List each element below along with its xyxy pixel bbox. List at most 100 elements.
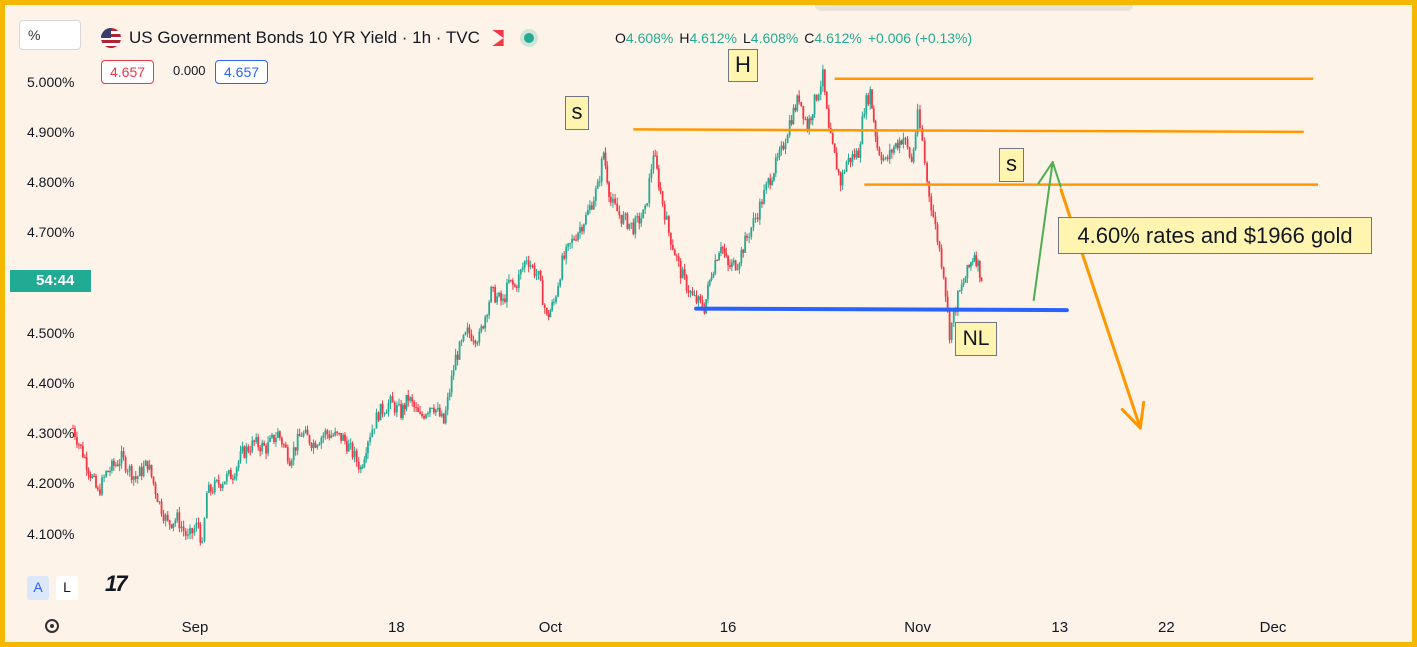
candle-body xyxy=(537,270,540,275)
candle-body xyxy=(162,514,165,521)
candle-body xyxy=(971,260,974,263)
candle-body xyxy=(720,247,722,254)
candle-body xyxy=(275,437,277,442)
candle-body xyxy=(79,444,82,446)
candle-body xyxy=(294,447,297,451)
candle-body xyxy=(492,286,495,288)
candle-body xyxy=(845,162,848,172)
candle-body xyxy=(454,354,457,371)
candle-body xyxy=(533,265,536,276)
candle-body xyxy=(721,247,724,249)
candle-body xyxy=(172,523,175,528)
candle-body xyxy=(488,302,491,316)
candle-body xyxy=(103,476,105,478)
candle-body xyxy=(438,407,441,417)
candle-body xyxy=(808,118,811,131)
bookmark-icon[interactable] xyxy=(492,30,504,46)
candle-body xyxy=(952,310,955,323)
candle-body xyxy=(203,518,206,542)
candle-body xyxy=(312,442,315,449)
y-tick-label: 5.000% xyxy=(27,73,75,90)
candle-body xyxy=(298,434,301,437)
tradingview-logo[interactable]: 17 xyxy=(105,571,128,596)
candle-body xyxy=(642,209,645,219)
candle-body xyxy=(794,107,797,111)
candle-body xyxy=(101,477,103,495)
candle-body xyxy=(876,136,879,149)
candle-body xyxy=(773,173,775,181)
candle-body xyxy=(612,198,614,203)
candle-body xyxy=(788,120,791,136)
symbol-search-input[interactable]: % xyxy=(19,20,81,50)
candle-body xyxy=(158,501,161,503)
log-scale-button[interactable]: L xyxy=(56,576,78,600)
candle-body xyxy=(273,434,275,442)
sell-price[interactable]: 4.657 xyxy=(101,60,155,84)
settings-icon[interactable] xyxy=(45,619,59,633)
ohlc-value: 4.608% xyxy=(625,30,674,46)
candle-body xyxy=(148,464,151,470)
candle-body xyxy=(379,403,382,421)
candle-body xyxy=(886,157,889,160)
candle-body xyxy=(434,409,437,413)
candle-body xyxy=(769,178,772,186)
head-label: H xyxy=(728,49,758,82)
candle-body xyxy=(357,462,360,470)
candle-body xyxy=(738,263,741,270)
candle-body xyxy=(425,414,427,419)
candle-body xyxy=(93,475,96,477)
candle-body xyxy=(600,158,603,182)
candle-body xyxy=(440,413,443,417)
candle-body xyxy=(217,480,220,485)
candle-body xyxy=(184,531,187,536)
candle-body xyxy=(622,214,625,224)
buy-price[interactable]: 4.657 xyxy=(215,60,269,84)
candle-body xyxy=(730,262,733,267)
candle-body xyxy=(811,114,814,121)
candle-body xyxy=(490,286,493,303)
candle-body xyxy=(85,457,88,470)
candle-body xyxy=(207,484,210,493)
candle-body xyxy=(942,267,945,278)
x-tick-label: 16 xyxy=(719,619,737,636)
candle-body xyxy=(616,203,619,212)
candle-body xyxy=(349,443,352,445)
candle-body xyxy=(205,492,208,519)
market-status-icon[interactable] xyxy=(523,33,534,43)
candle-body xyxy=(691,291,694,296)
x-tick-label: 22 xyxy=(1158,619,1175,636)
candle-body xyxy=(450,375,453,393)
candle-body xyxy=(112,460,115,466)
candle-body xyxy=(806,119,809,131)
candle-body xyxy=(573,238,575,240)
symbol-title[interactable]: US Government Bonds 10 YR Yield · 1h · T… xyxy=(101,27,534,49)
candle-body xyxy=(146,460,149,470)
candle-body xyxy=(802,105,805,119)
candle-body xyxy=(186,534,189,536)
candle-body xyxy=(910,156,913,162)
candle-body xyxy=(519,269,522,275)
candle-body xyxy=(193,528,196,534)
candle-body xyxy=(835,152,838,170)
candle-body xyxy=(825,92,828,109)
candle-body xyxy=(729,265,731,267)
candle-body xyxy=(504,298,506,302)
candle-body xyxy=(136,476,139,479)
candle-body xyxy=(585,214,587,225)
candle-body xyxy=(174,520,177,524)
candle-body xyxy=(347,444,350,452)
y-tick-label: 4.200% xyxy=(27,475,75,492)
x-tick-label: Oct xyxy=(538,619,563,636)
candle-body xyxy=(130,466,133,480)
candle-body xyxy=(689,291,692,293)
candle-body xyxy=(827,108,830,128)
candle-body xyxy=(377,412,380,421)
auto-scale-button[interactable]: A xyxy=(27,576,49,600)
candle-body xyxy=(373,428,376,430)
candle-body xyxy=(324,430,327,436)
candle-body xyxy=(300,435,303,437)
candle-body xyxy=(718,253,720,261)
price-chart[interactable] xyxy=(5,5,1412,642)
candle-body xyxy=(763,189,765,204)
candle-body xyxy=(970,262,972,267)
